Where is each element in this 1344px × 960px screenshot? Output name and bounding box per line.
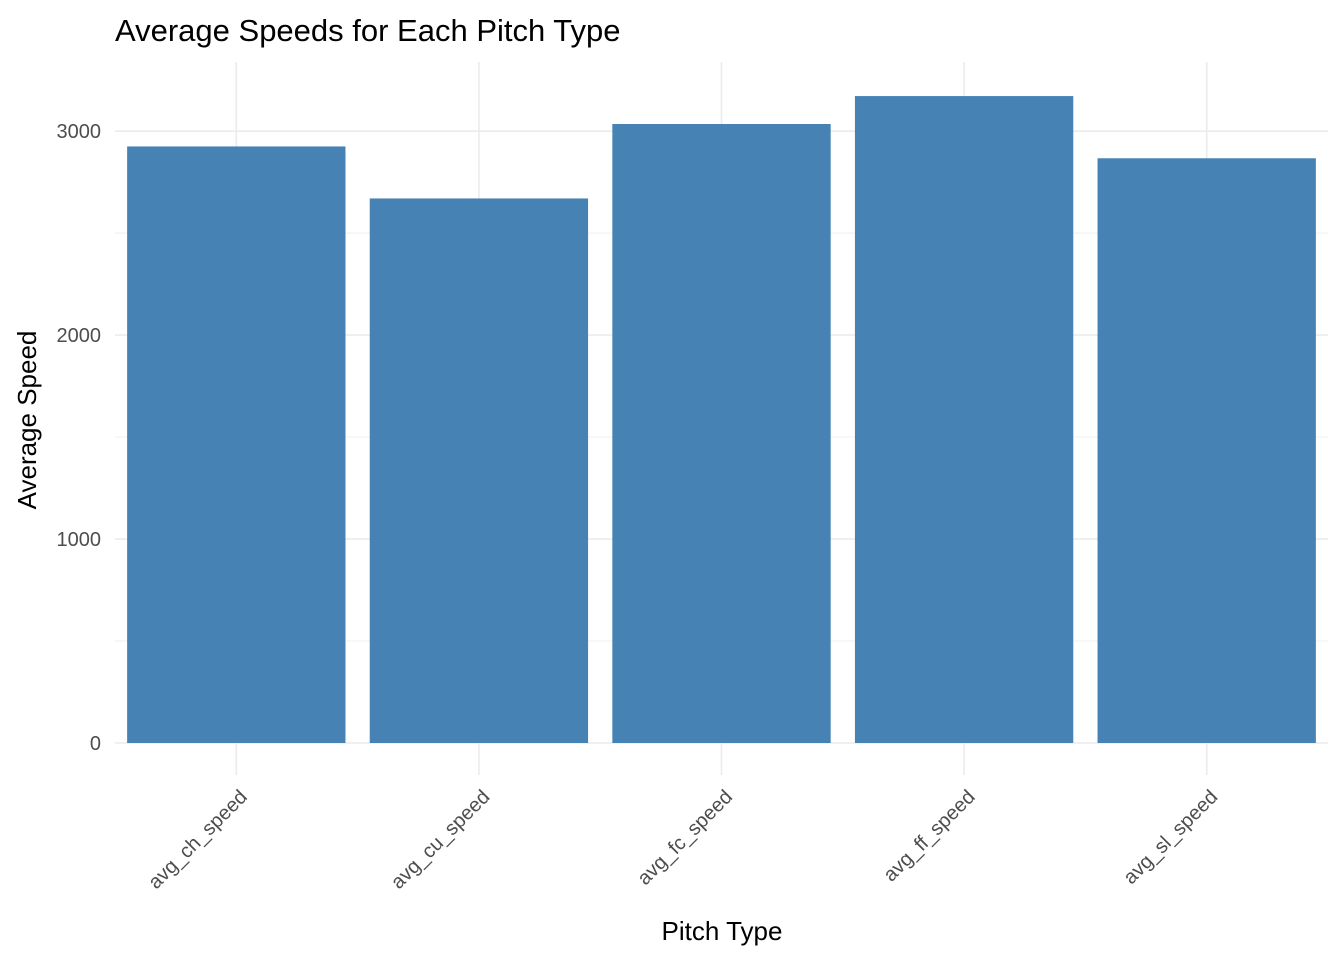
- bar-avg_fc_speed: [612, 124, 831, 744]
- x-tick-label: avg_ch_speed: [144, 786, 252, 894]
- y-tick-label: 3000: [57, 121, 102, 143]
- bar-avg_ch_speed: [127, 146, 346, 744]
- x-tick-label: avg_fc_speed: [633, 786, 737, 890]
- bar-avg_sl_speed: [1097, 158, 1316, 744]
- y-tick-label: 0: [90, 733, 101, 755]
- chart-title: Average Speeds for Each Pitch Type: [115, 13, 621, 48]
- bar-avg_ff_speed: [854, 96, 1074, 743]
- x-tick-label: avg_sl_speed: [1119, 786, 1222, 889]
- y-tick-label: 2000: [57, 325, 102, 347]
- y-axis-title: Average Speed: [12, 331, 42, 510]
- x-tick-label: avg_cu_speed: [387, 786, 495, 894]
- x-axis-title: Pitch Type: [662, 916, 783, 946]
- x-axis-ticks: avg_ch_speed avg_cu_speed avg_fc_speed avg_…: [144, 786, 1222, 894]
- y-axis-ticks: 0 1000 2000 3000: [57, 121, 102, 755]
- y-tick-label: 1000: [57, 529, 102, 551]
- x-tick-label: avg_ff_speed: [879, 786, 979, 886]
- bar-avg_cu_speed: [369, 198, 589, 744]
- bars-group: [127, 96, 1316, 744]
